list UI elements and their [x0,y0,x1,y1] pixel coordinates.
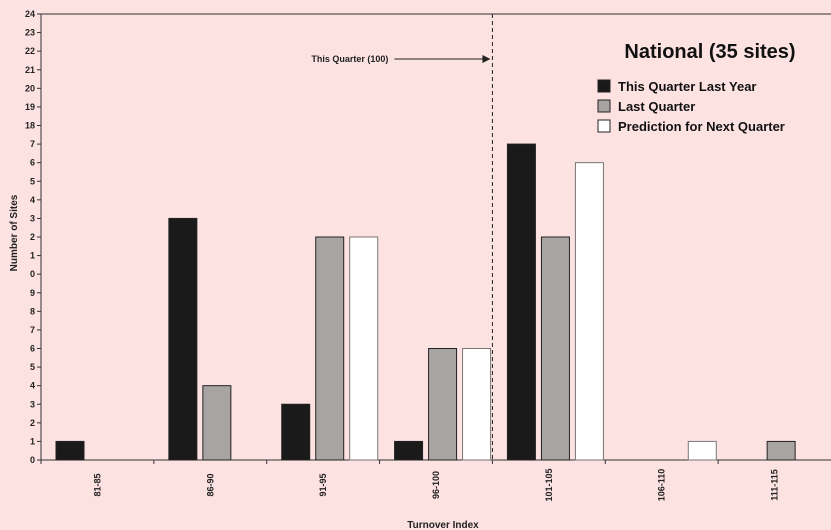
bar-prediction-for-next-quarter-96-100 [462,348,492,461]
bar-this-quarter-last-year-86-90 [168,217,198,461]
y-tick-label: 3 [30,399,35,409]
y-tick-label: 18 [25,121,35,131]
legend-swatch [597,99,611,113]
x-category-label: 101-105 [544,468,554,501]
y-tick-label: 3 [30,213,35,223]
legend-swatch [597,79,611,93]
bar-this-quarter-last-year-101-105 [506,143,536,461]
y-tick-label: 0 [30,455,35,465]
y-tick-label: 20 [25,83,35,93]
y-tick-label: 4 [30,381,35,391]
y-tick-label: 0 [30,269,35,279]
y-tick-label: 6 [30,344,35,354]
y-tick-label: 9 [30,288,35,298]
this-quarter-annotation: This Quarter (100) [311,54,388,64]
y-tick-label: 5 [30,176,35,186]
y-tick-label: 7 [30,325,35,335]
y-tick-label: 19 [25,102,35,112]
y-tick-label: 6 [30,158,35,168]
bar-this-quarter-last-year-91-95 [281,403,311,461]
y-tick-label: 4 [30,195,35,205]
bar-last-quarter-91-95 [315,236,345,461]
y-tick-label: 2 [30,418,35,428]
y-tick-label: 1 [30,251,35,261]
x-category-label: 81-85 [92,473,102,496]
annotation-arrow-head [482,55,491,63]
bar-this-quarter-last-year-81-85 [55,440,85,461]
y-tick-label: 5 [30,362,35,372]
bar-this-quarter-last-year-96-100 [394,440,424,461]
bar-last-quarter-111-115 [766,440,796,461]
x-category-label: 91-95 [318,473,328,496]
bar-prediction-for-next-quarter-101-105 [574,162,604,461]
bar-prediction-for-next-quarter-106-110 [687,440,717,461]
x-axis-title: Turnover Index [407,520,479,530]
legend-swatch [597,119,611,133]
legend-label: Prediction for Next Quarter [618,119,785,134]
y-axis-title: Number of Sites [9,194,20,271]
bar-prediction-for-next-quarter-91-95 [349,236,379,461]
legend-label: This Quarter Last Year [618,79,757,94]
x-category-label: 96-100 [431,471,441,499]
bar-last-quarter-86-90 [202,385,232,461]
x-category-label: 106-110 [657,469,667,502]
y-tick-label: 2 [30,232,35,242]
y-tick-label: 23 [25,28,35,38]
y-tick-label: 21 [25,65,35,75]
y-tick-label: 7 [30,139,35,149]
x-category-label: 86-90 [205,473,215,496]
y-tick-label: 8 [30,306,35,316]
y-tick-label: 22 [25,46,35,56]
bar-last-quarter-96-100 [428,348,458,461]
chart-title: National (35 sites) [624,41,795,63]
y-tick-label: 24 [25,9,35,19]
bar-last-quarter-101-105 [540,236,570,461]
y-tick-label: 1 [30,436,35,446]
legend-label: Last Quarter [618,99,695,114]
x-category-label: 111-115 [770,469,780,501]
